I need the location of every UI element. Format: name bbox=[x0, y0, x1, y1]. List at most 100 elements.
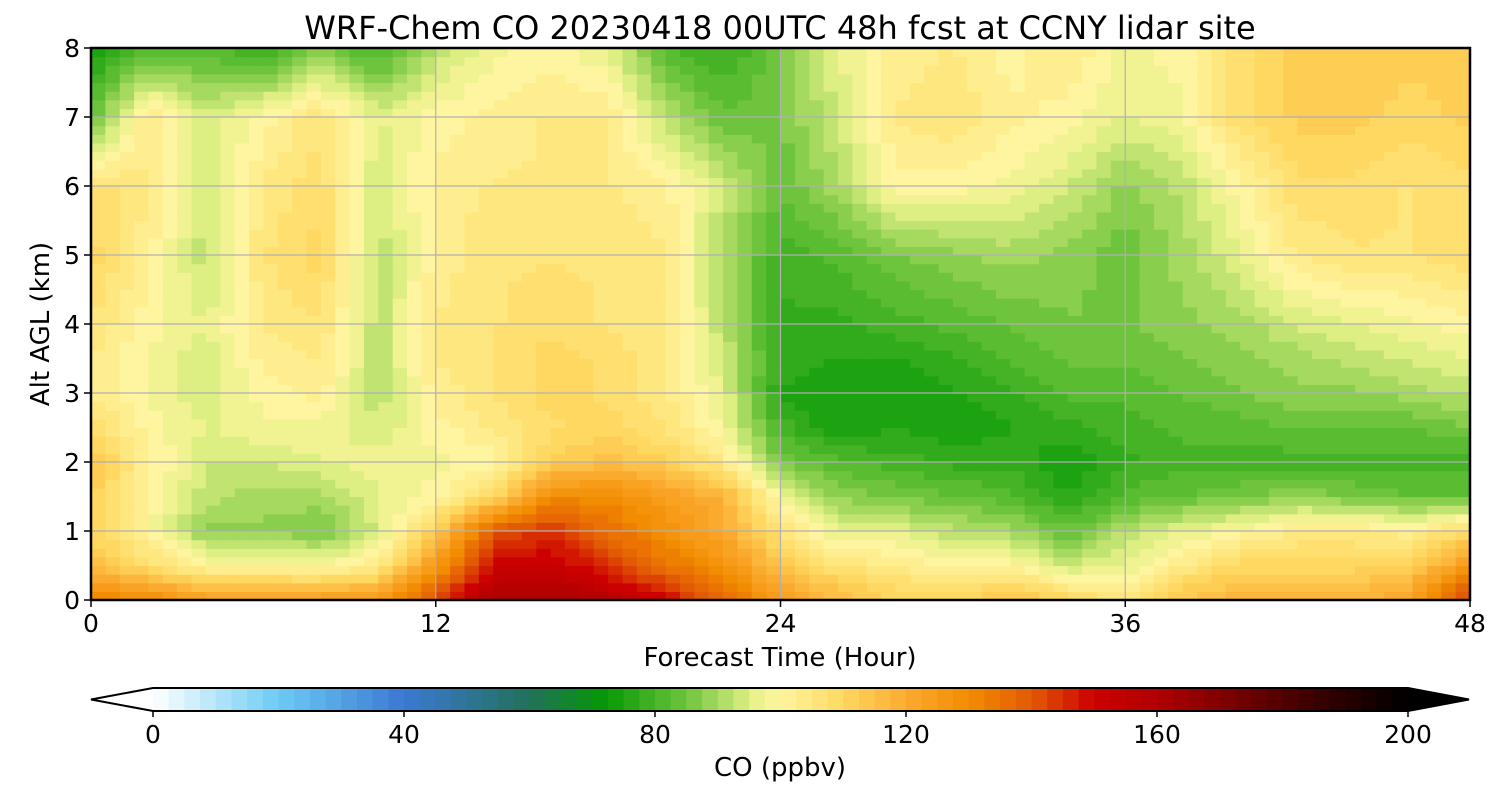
heatmap-cell bbox=[205, 151, 221, 161]
heatmap-cell bbox=[162, 401, 178, 411]
heatmap-cell bbox=[995, 462, 1011, 472]
heatmap-cell bbox=[1369, 237, 1385, 247]
heatmap-cell bbox=[1355, 367, 1371, 377]
heatmap-cell bbox=[536, 427, 552, 437]
heatmap-cell bbox=[622, 427, 638, 437]
heatmap-cell bbox=[1283, 367, 1299, 377]
heatmap-cell bbox=[1455, 332, 1471, 342]
heatmap-cell bbox=[234, 384, 250, 394]
heatmap-cell bbox=[708, 548, 724, 558]
heatmap-cell bbox=[234, 453, 250, 463]
heatmap-cell bbox=[823, 289, 839, 299]
heatmap-cell bbox=[1326, 229, 1342, 239]
heatmap-cell bbox=[1053, 246, 1069, 256]
heatmap-cell bbox=[507, 306, 523, 316]
heatmap-cell bbox=[1311, 556, 1327, 567]
heatmap-cell bbox=[766, 470, 782, 480]
heatmap-cell bbox=[1039, 160, 1055, 170]
heatmap-cell bbox=[1139, 177, 1155, 187]
heatmap-cell bbox=[866, 574, 882, 584]
heatmap-cell bbox=[1369, 479, 1385, 489]
heatmap-cell bbox=[981, 186, 997, 196]
heatmap-cell bbox=[205, 479, 221, 489]
heatmap-cell bbox=[421, 487, 437, 498]
heatmap-cell bbox=[205, 160, 221, 170]
heatmap-cell bbox=[363, 151, 379, 161]
heatmap-cell bbox=[852, 427, 868, 437]
heatmap-cell bbox=[995, 324, 1011, 334]
heatmap-cell bbox=[1110, 375, 1126, 385]
heatmap-cell bbox=[1211, 168, 1227, 178]
heatmap-cell bbox=[493, 418, 509, 429]
heatmap-cell bbox=[622, 574, 638, 584]
heatmap-cell bbox=[1168, 496, 1184, 506]
heatmap-cell bbox=[1010, 410, 1026, 420]
heatmap-cell bbox=[1283, 444, 1299, 454]
heatmap-cell bbox=[1053, 496, 1069, 506]
heatmap-cell bbox=[1082, 160, 1098, 170]
heatmap-cell bbox=[723, 272, 738, 282]
heatmap-cell bbox=[593, 453, 609, 463]
heatmap-cell bbox=[1383, 548, 1399, 558]
heatmap-cell bbox=[162, 220, 178, 230]
heatmap-cell bbox=[1297, 151, 1313, 161]
heatmap-cell bbox=[507, 341, 523, 351]
heatmap-cell bbox=[1182, 591, 1198, 601]
heatmap-cell bbox=[924, 513, 940, 523]
heatmap-cell bbox=[1197, 427, 1213, 437]
heatmap-cell bbox=[1412, 289, 1428, 299]
heatmap-cell bbox=[1211, 367, 1227, 377]
heatmap-cell bbox=[407, 263, 422, 273]
heatmap-cell bbox=[1240, 522, 1256, 532]
heatmap-cell bbox=[938, 315, 954, 325]
heatmap-cell bbox=[938, 263, 954, 273]
heatmap-cell bbox=[134, 280, 150, 291]
heatmap-cell bbox=[651, 306, 667, 316]
heatmap-cell bbox=[952, 393, 968, 403]
heatmap-cell bbox=[1024, 401, 1040, 411]
heatmap-cell bbox=[1426, 306, 1442, 316]
heatmap-cell bbox=[249, 418, 264, 429]
heatmap-cell bbox=[1211, 556, 1227, 567]
heatmap-cell bbox=[1010, 582, 1026, 592]
heatmap-cell bbox=[1283, 229, 1299, 239]
heatmap-cell bbox=[349, 418, 365, 429]
heatmap-cell bbox=[1139, 237, 1155, 247]
heatmap-cell bbox=[766, 177, 782, 187]
heatmap-cell bbox=[1398, 453, 1414, 463]
heatmap-cell bbox=[148, 160, 164, 170]
heatmap-cell bbox=[1398, 462, 1414, 472]
heatmap-cell bbox=[952, 427, 968, 437]
heatmap-cell bbox=[91, 263, 106, 273]
heatmap-cell bbox=[550, 367, 566, 377]
heatmap-cell bbox=[1240, 453, 1256, 463]
heatmap-cell bbox=[349, 522, 365, 532]
heatmap-cell bbox=[1082, 341, 1098, 351]
heatmap-cell bbox=[119, 565, 135, 575]
heatmap-cell bbox=[737, 548, 753, 558]
heatmap-cell bbox=[852, 186, 868, 196]
heatmap-cell bbox=[837, 556, 853, 567]
heatmap-cell bbox=[579, 324, 595, 334]
heatmap-cell bbox=[1455, 177, 1471, 187]
heatmap-cell bbox=[249, 263, 264, 273]
heatmap-cell bbox=[952, 436, 968, 446]
heatmap-cell bbox=[1240, 246, 1256, 256]
heatmap-cell bbox=[1053, 186, 1069, 196]
heatmap-cell bbox=[1441, 280, 1457, 291]
heatmap-cell bbox=[1426, 539, 1442, 549]
heatmap-cell bbox=[1225, 324, 1241, 334]
heatmap-cell bbox=[694, 444, 710, 454]
heatmap-cell bbox=[1254, 436, 1270, 446]
heatmap-cell bbox=[349, 453, 365, 463]
heatmap-cell bbox=[234, 177, 250, 187]
heatmap-cell bbox=[450, 324, 466, 334]
heatmap-cell bbox=[1096, 272, 1112, 282]
heatmap-cell bbox=[134, 341, 150, 351]
heatmap-cell bbox=[679, 194, 695, 204]
heatmap-cell bbox=[220, 522, 236, 532]
heatmap-cell bbox=[837, 298, 853, 308]
heatmap-cell bbox=[378, 548, 394, 558]
heatmap-cell bbox=[708, 453, 724, 463]
heatmap-cell bbox=[105, 539, 121, 549]
